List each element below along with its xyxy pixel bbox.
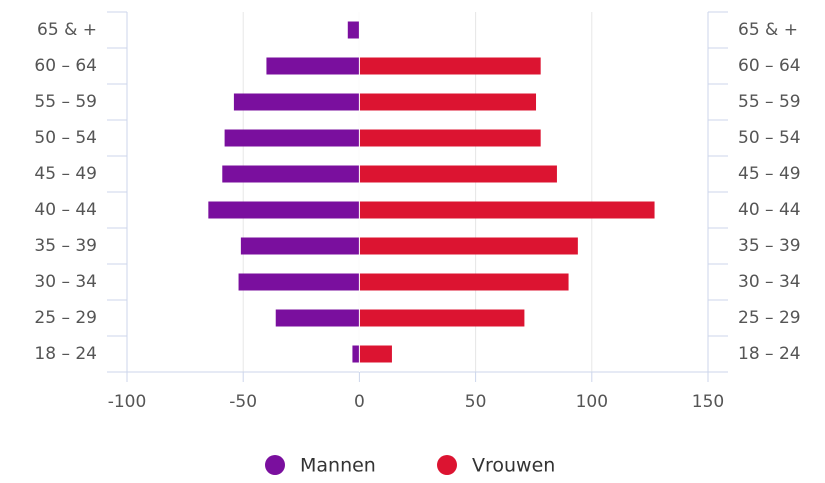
bar bbox=[359, 201, 655, 219]
bar bbox=[208, 201, 360, 219]
y-tick-label-right: 60 – 64 bbox=[738, 56, 801, 76]
y-tick-label: 30 – 34 bbox=[34, 272, 97, 292]
x-tick-label: 50 bbox=[465, 392, 487, 412]
bar bbox=[352, 345, 360, 363]
legend-label: Vrouwen bbox=[472, 455, 555, 477]
y-tick-label: 60 – 64 bbox=[34, 56, 97, 76]
bar bbox=[275, 309, 360, 327]
bar bbox=[238, 273, 360, 291]
bar bbox=[359, 309, 525, 327]
y-tick-label-right: 45 – 49 bbox=[738, 164, 801, 184]
bar bbox=[359, 273, 569, 291]
y-tick-label-right: 50 – 54 bbox=[738, 128, 801, 148]
bar bbox=[222, 165, 360, 183]
y-tick-label-right: 25 – 29 bbox=[738, 308, 801, 328]
legend-marker bbox=[265, 455, 285, 475]
x-tick-label: 0 bbox=[354, 392, 365, 412]
y-tick-label-right: 40 – 44 bbox=[738, 200, 801, 220]
bar bbox=[240, 237, 360, 255]
y-tick-label: 35 – 39 bbox=[34, 236, 97, 256]
x-tick-label: 150 bbox=[692, 392, 724, 412]
bar bbox=[359, 345, 392, 363]
bar bbox=[359, 93, 537, 111]
bar bbox=[359, 57, 541, 75]
y-tick-label-right: 18 – 24 bbox=[738, 344, 801, 364]
y-tick-label-right: 30 – 34 bbox=[738, 272, 801, 292]
bar bbox=[347, 21, 360, 39]
y-tick-label-right: 55 – 59 bbox=[738, 92, 801, 112]
x-tick-label: -50 bbox=[229, 392, 257, 412]
y-tick-label-right: 65 & + bbox=[738, 20, 798, 40]
legend-label: Mannen bbox=[300, 455, 376, 477]
legend-marker bbox=[437, 455, 457, 475]
bar bbox=[359, 165, 557, 183]
y-tick-label: 50 – 54 bbox=[34, 128, 97, 148]
bar bbox=[266, 57, 360, 75]
bar bbox=[224, 129, 360, 147]
bar bbox=[359, 237, 578, 255]
legend: Mannen Vrouwen bbox=[265, 455, 555, 477]
x-tick-label: -100 bbox=[108, 392, 147, 412]
bar bbox=[233, 93, 360, 111]
y-tick-label: 18 – 24 bbox=[34, 344, 97, 364]
y-tick-label: 40 – 44 bbox=[34, 200, 97, 220]
bar bbox=[359, 129, 541, 147]
y-tick-label: 25 – 29 bbox=[34, 308, 97, 328]
x-tick-label: 100 bbox=[576, 392, 608, 412]
y-tick-label: 55 – 59 bbox=[34, 92, 97, 112]
y-tick-label: 45 – 49 bbox=[34, 164, 97, 184]
y-tick-label: 65 & + bbox=[37, 20, 97, 40]
y-tick-label-right: 35 – 39 bbox=[738, 236, 801, 256]
